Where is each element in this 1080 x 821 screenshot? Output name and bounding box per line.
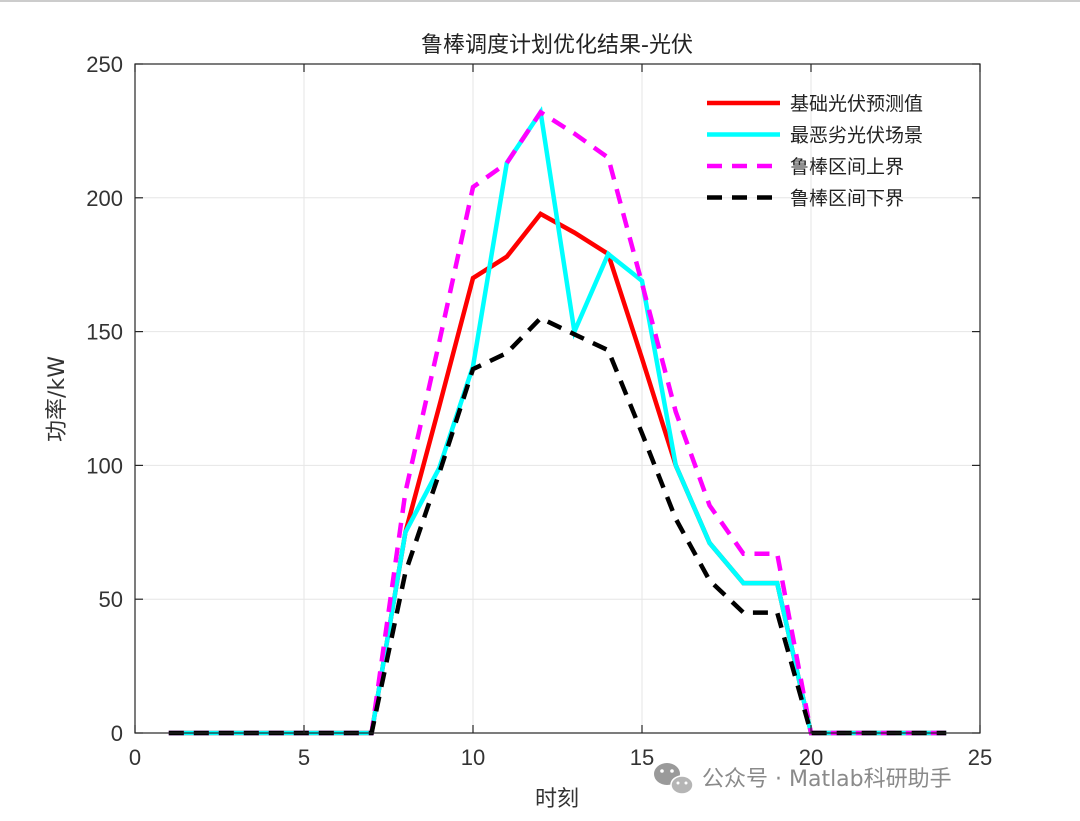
x-tick-label: 10 <box>461 745 485 770</box>
plot-frame <box>134 63 981 734</box>
wechat-icon <box>654 763 694 795</box>
grid <box>135 64 980 733</box>
y-tick-label: 200 <box>86 186 123 211</box>
x-tick-label: 25 <box>968 745 992 770</box>
x-axis-label: 时刻 <box>535 787 579 812</box>
y-tick-label: 250 <box>86 52 123 77</box>
y-axis-label: 功率/kW <box>45 356 70 442</box>
watermark: 公众号 · Matlab科研助手 <box>654 763 952 795</box>
y-tick-label: 150 <box>86 320 123 345</box>
legend-label-4: 鲁棒区间下界 <box>790 188 904 210</box>
x-tick-label: 20 <box>799 745 823 770</box>
legend-label-3: 鲁棒区间上界 <box>790 156 904 178</box>
chart-title: 鲁棒调度计划优化结果-光伏 <box>421 33 693 58</box>
x-tick-label: 15 <box>630 745 654 770</box>
y-tick-label: 0 <box>111 721 123 746</box>
y-tick-label: 50 <box>99 587 123 612</box>
watermark-text: 公众号 · Matlab科研助手 <box>702 767 952 792</box>
plot-area <box>135 64 980 733</box>
x-tick-label: 0 <box>129 745 141 770</box>
x-tick-label: 5 <box>298 745 310 770</box>
axes <box>134 63 981 734</box>
y-tick-label: 100 <box>86 453 123 478</box>
legend-label-2: 最恶劣光伏场景 <box>790 125 923 147</box>
legend-label-1: 基础光伏预测值 <box>790 93 923 115</box>
